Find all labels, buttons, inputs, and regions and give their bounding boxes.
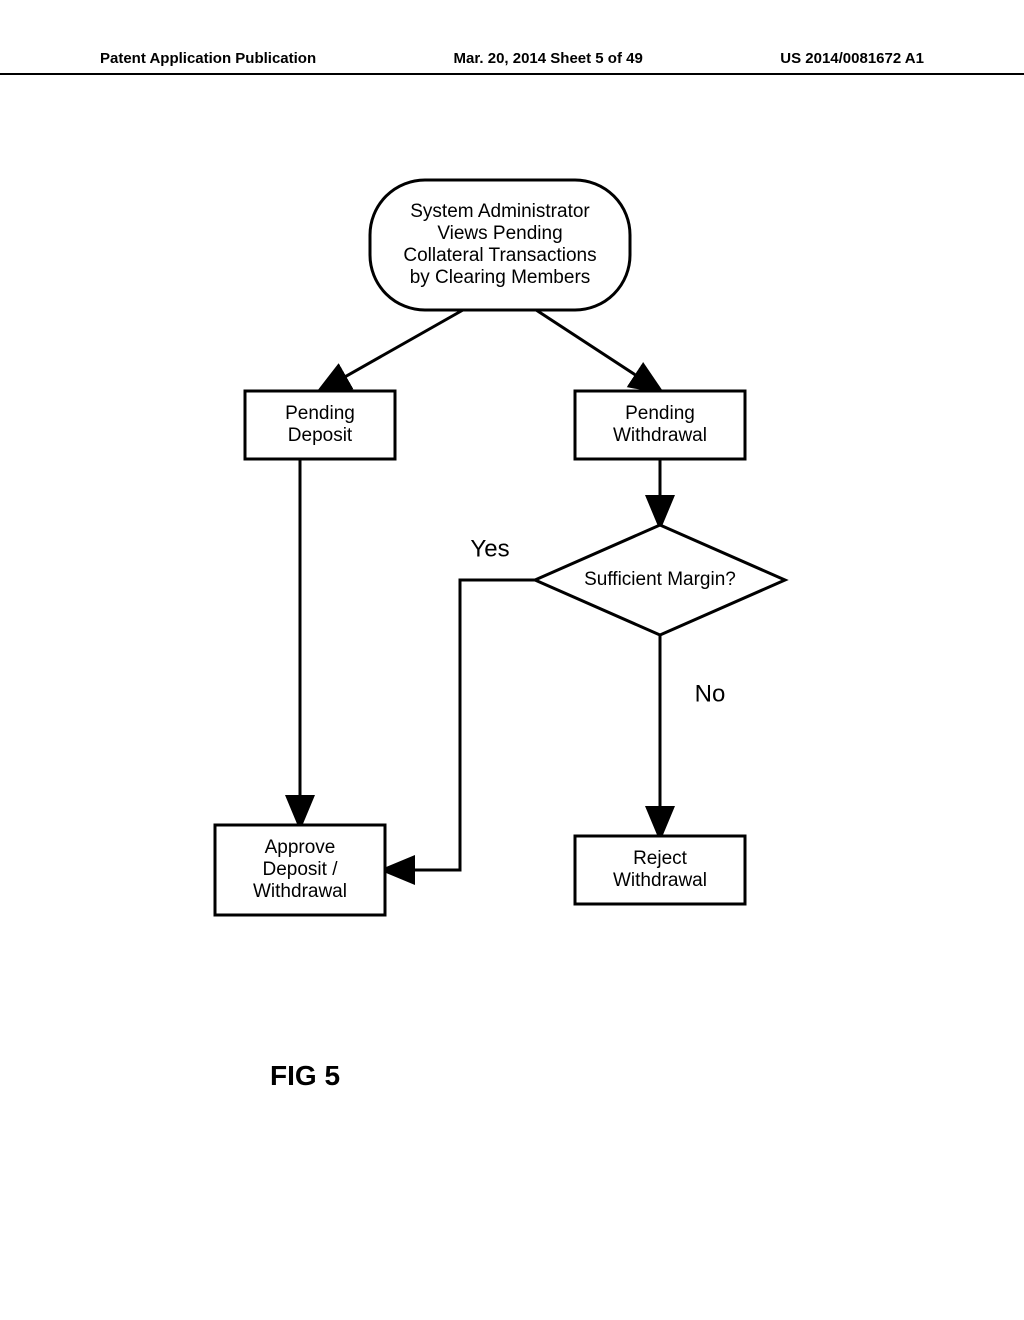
svg-text:Withdrawal: Withdrawal — [253, 881, 347, 902]
svg-text:Yes: Yes — [470, 535, 509, 562]
svg-text:Withdrawal: Withdrawal — [613, 870, 707, 891]
svg-text:Reject: Reject — [633, 848, 688, 869]
svg-text:Sufficient Margin?: Sufficient Margin? — [584, 569, 736, 590]
svg-text:Deposit /: Deposit / — [263, 859, 339, 880]
svg-text:Pending: Pending — [285, 403, 355, 424]
svg-text:Pending: Pending — [625, 403, 695, 424]
flowchart-svg: System AdministratorViews PendingCollate… — [0, 0, 1024, 1320]
svg-text:Deposit: Deposit — [288, 425, 353, 446]
svg-text:Collateral Transactions: Collateral Transactions — [403, 245, 596, 266]
svg-text:by Clearing Members: by Clearing Members — [410, 267, 591, 288]
svg-text:Approve: Approve — [265, 837, 336, 858]
figure-label: FIG 5 — [270, 1060, 340, 1092]
svg-text:Views Pending: Views Pending — [437, 223, 562, 244]
svg-text:No: No — [695, 680, 726, 707]
svg-text:System Administrator: System Administrator — [410, 201, 590, 222]
svg-text:Withdrawal: Withdrawal — [613, 425, 707, 446]
